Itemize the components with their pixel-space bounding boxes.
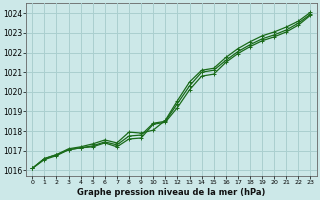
X-axis label: Graphe pression niveau de la mer (hPa): Graphe pression niveau de la mer (hPa) bbox=[77, 188, 266, 197]
